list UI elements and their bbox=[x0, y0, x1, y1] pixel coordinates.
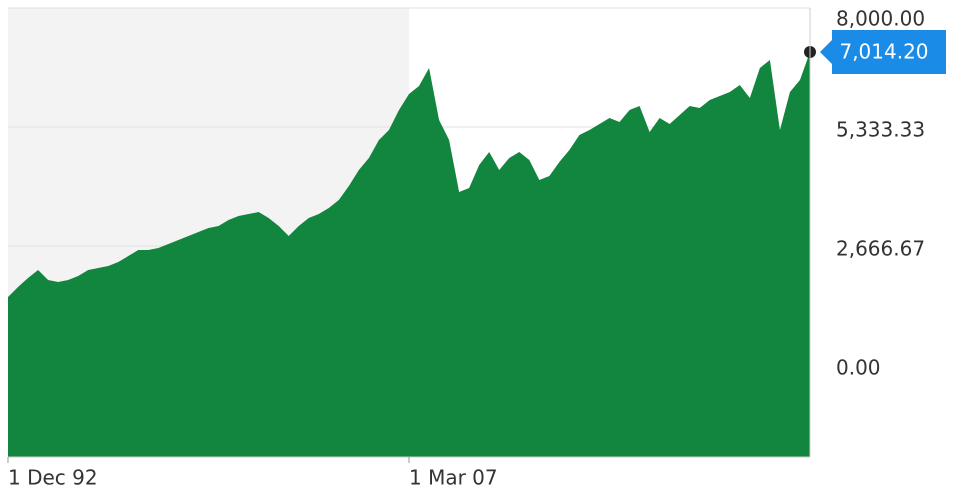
value-tag bbox=[820, 29, 946, 74]
y-tick-label: 0.00 bbox=[836, 356, 881, 380]
value-label: 7,014.20 bbox=[839, 39, 928, 63]
area bbox=[8, 51, 810, 458]
x-tick-label: 1 Mar 07 bbox=[409, 466, 498, 490]
y-tick-label: 8,000.00 bbox=[836, 7, 925, 31]
x-tick-label: 1 Dec 92 bbox=[8, 466, 98, 490]
y-tick-label: 2,666.67 bbox=[836, 237, 925, 261]
y-tick-label: 5,333.33 bbox=[836, 118, 925, 142]
